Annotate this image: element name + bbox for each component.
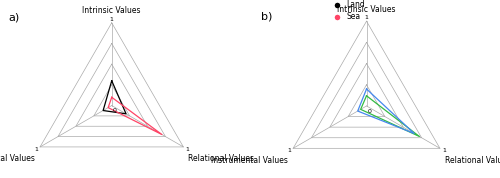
Text: 1: 1 bbox=[364, 15, 368, 20]
Text: 0: 0 bbox=[113, 108, 117, 113]
Text: 1: 1 bbox=[34, 147, 38, 152]
Text: b): b) bbox=[260, 11, 272, 21]
Text: 1: 1 bbox=[110, 17, 114, 22]
Text: Relational Values: Relational Values bbox=[445, 156, 500, 165]
Text: Intrinsic Values: Intrinsic Values bbox=[338, 5, 396, 14]
Text: Instrumental Values: Instrumental Values bbox=[0, 154, 35, 163]
Text: Instrumental Values: Instrumental Values bbox=[211, 156, 288, 165]
Text: 0: 0 bbox=[368, 109, 372, 114]
Text: Relational Values: Relational Values bbox=[188, 154, 254, 163]
Legend: Land, Sea: Land, Sea bbox=[326, 0, 368, 24]
Text: 1: 1 bbox=[186, 147, 190, 152]
Text: a): a) bbox=[8, 13, 20, 23]
Text: 1: 1 bbox=[442, 148, 446, 153]
Text: 1: 1 bbox=[287, 148, 291, 153]
Text: Intrinsic Values: Intrinsic Values bbox=[82, 6, 141, 15]
